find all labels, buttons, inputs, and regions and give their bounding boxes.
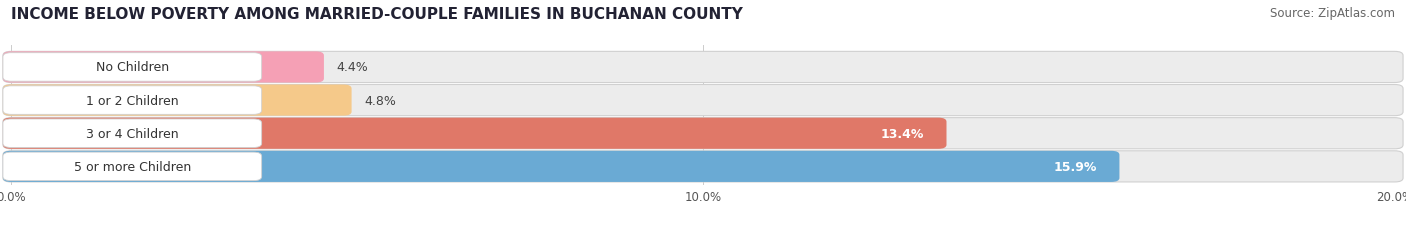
- Text: INCOME BELOW POVERTY AMONG MARRIED-COUPLE FAMILIES IN BUCHANAN COUNTY: INCOME BELOW POVERTY AMONG MARRIED-COUPL…: [11, 7, 744, 22]
- FancyBboxPatch shape: [3, 53, 262, 82]
- FancyBboxPatch shape: [3, 86, 262, 115]
- FancyBboxPatch shape: [3, 119, 262, 148]
- FancyBboxPatch shape: [3, 85, 1403, 116]
- Text: 15.9%: 15.9%: [1054, 160, 1097, 173]
- Text: 1 or 2 Children: 1 or 2 Children: [86, 94, 179, 107]
- Text: No Children: No Children: [96, 61, 169, 74]
- FancyBboxPatch shape: [3, 52, 323, 83]
- FancyBboxPatch shape: [3, 85, 352, 116]
- FancyBboxPatch shape: [3, 152, 262, 181]
- Text: 3 or 4 Children: 3 or 4 Children: [86, 127, 179, 140]
- FancyBboxPatch shape: [3, 151, 1119, 182]
- FancyBboxPatch shape: [3, 151, 1403, 182]
- Text: 13.4%: 13.4%: [882, 127, 924, 140]
- Text: 5 or more Children: 5 or more Children: [73, 160, 191, 173]
- Text: 4.4%: 4.4%: [336, 61, 368, 74]
- FancyBboxPatch shape: [3, 118, 1403, 149]
- FancyBboxPatch shape: [3, 118, 946, 149]
- FancyBboxPatch shape: [3, 52, 1403, 83]
- Text: Source: ZipAtlas.com: Source: ZipAtlas.com: [1270, 7, 1395, 20]
- Text: 4.8%: 4.8%: [364, 94, 396, 107]
